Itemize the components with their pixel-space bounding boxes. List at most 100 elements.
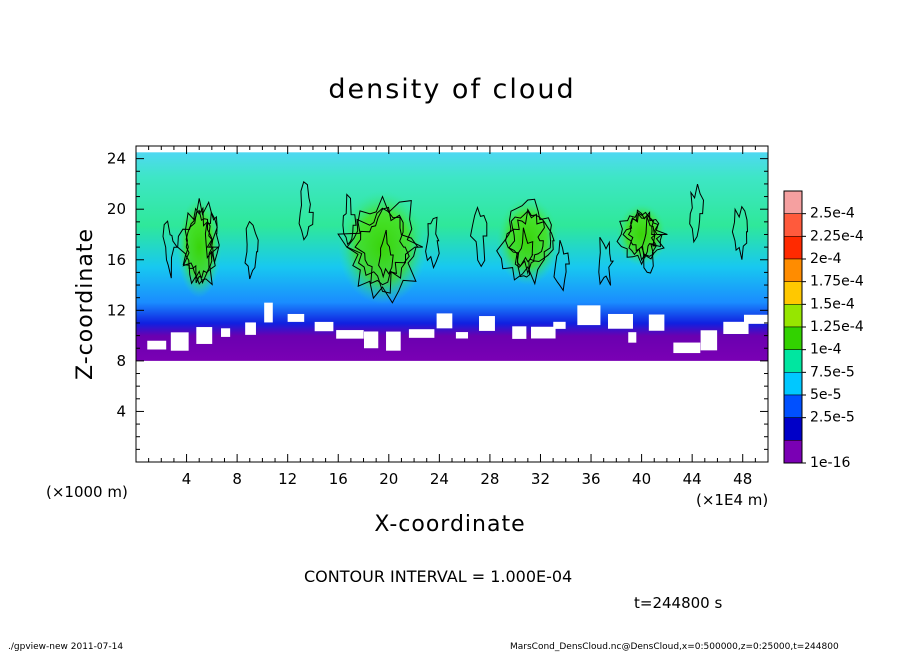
cloud-gap (607, 313, 633, 329)
cloud-gap (408, 329, 435, 338)
x-tick-label: 28 (480, 470, 499, 488)
cloud-gap (700, 330, 718, 351)
cloud-gap (628, 332, 637, 343)
cloud-gap (531, 326, 556, 339)
x-tick-label: 24 (430, 470, 449, 488)
cloud-gap (363, 331, 379, 349)
x-tick-label: 20 (379, 470, 398, 488)
cloud-core (338, 190, 427, 304)
contour-line (496, 198, 552, 286)
cloud-gap (221, 328, 231, 337)
cloud-gap (648, 314, 665, 331)
cloud-gap (673, 342, 701, 354)
colorbar-label: 1.75e-4 (810, 274, 864, 290)
colorbar-label: 2e-4 (810, 251, 842, 267)
colorbar-label: 1.5e-4 (810, 296, 855, 312)
footer-left: ./gpview-new 2011-07-14 (8, 642, 124, 652)
x-tick-label: 8 (232, 470, 242, 488)
contour-line (346, 207, 419, 294)
contour-line (378, 229, 394, 279)
contour-line (553, 240, 570, 292)
contour-line (622, 209, 663, 262)
colorbar-label: 1e-16 (810, 455, 850, 471)
colorbar-swatch (783, 304, 803, 328)
axes: 4 8 12 16 20 24 28 32 36 40 44 484812162024Z-coordi… (73, 145, 769, 488)
colorbar-swatch (783, 213, 803, 237)
y-axis-label: Z-coordinate (73, 228, 98, 380)
contour-line (354, 206, 410, 286)
colorbar-swatch (783, 349, 803, 373)
colorbar-swatch (783, 190, 803, 214)
y-tick-label: 24 (107, 150, 126, 168)
time-label: t=244800 s (634, 594, 723, 612)
cloud-layer (136, 152, 768, 361)
colorbar-label: 1.25e-4 (810, 319, 864, 335)
contour-line (731, 205, 749, 260)
chart-title: density of cloud (328, 74, 576, 105)
cloud-gap (287, 313, 305, 322)
contour-line (342, 193, 357, 246)
contour-line (508, 208, 545, 267)
contour-line (185, 209, 214, 284)
colorbar-label: 2.5e-5 (810, 410, 855, 426)
colorbar: 2.5e-4 2.25e-4 2e-4 1.75e-4 1.5e-4 1.25e-4 1e-… (783, 190, 864, 471)
cloud-gap (245, 322, 256, 335)
x-tick-label: 40 (632, 470, 651, 488)
contour-interval: CONTOUR INTERVAL = 1.000E-04 (304, 567, 573, 586)
cloud-gap (577, 305, 601, 326)
x-unit-label: (×1000 m) (46, 483, 128, 501)
contour-line (598, 236, 615, 286)
cloud-gap (436, 313, 453, 329)
colorbar-label: 1e-4 (810, 342, 842, 358)
cloud-gap (553, 321, 566, 329)
footer-right: MarsCond_DensCloud.nc@DensCloud,x=0:5000… (510, 642, 839, 652)
cloud-gap (512, 326, 527, 339)
contour-line (244, 220, 259, 280)
cloud-gap (743, 314, 768, 324)
contour-line (162, 220, 179, 279)
y-tick-label: 8 (116, 352, 126, 370)
x-tick-label: 44 (683, 470, 702, 488)
colorbar-swatch (783, 326, 803, 350)
colorbar-swatch (783, 440, 803, 464)
colorbar-swatch (783, 258, 803, 282)
contour-line (689, 183, 705, 244)
cloud-gap (170, 332, 189, 351)
x-axis-label: X-coordinate (0, 512, 904, 537)
colorbar-swatch (783, 372, 803, 396)
colorbar-swatch (783, 281, 803, 305)
x-tick-label: 4 (182, 470, 192, 488)
cloud-gap (147, 340, 167, 350)
cloud-gap (455, 332, 469, 339)
cloud-gap (336, 330, 364, 339)
contour-line (337, 195, 424, 304)
contour-line (516, 227, 534, 278)
x-axis-label-text: X-coordinate (374, 512, 526, 537)
contour-line (641, 216, 658, 274)
x-tick-label: 48 (733, 470, 752, 488)
colorbar-swatch (783, 236, 803, 260)
y-tick-label: 16 (107, 251, 126, 269)
x-tick-label: 12 (278, 470, 297, 488)
x-tick-label: 36 (581, 470, 600, 488)
contour-line (204, 212, 220, 265)
cloud-gap (723, 321, 749, 334)
colorbar-swatch (783, 417, 803, 441)
cloud-gap (314, 321, 334, 332)
contour-line (298, 180, 314, 241)
colorbar-label: 2.5e-4 (810, 206, 855, 222)
colorbar-label: 2.25e-4 (810, 228, 864, 244)
colorbar-label: 5e-5 (810, 387, 841, 403)
x-tick-label: 32 (531, 470, 550, 488)
contour-line (469, 205, 488, 268)
y-tick-label: 12 (107, 301, 126, 319)
cloud-gap (264, 302, 273, 323)
cloud-gap (196, 327, 213, 344)
x-scale-label: (×1E4 m) (696, 491, 769, 509)
colorbar-label: 7.5e-5 (810, 364, 855, 380)
contour-line (627, 212, 657, 259)
colorbar-swatch (783, 394, 803, 418)
plot-area (136, 152, 768, 361)
x-tick-label: 16 (329, 470, 348, 488)
